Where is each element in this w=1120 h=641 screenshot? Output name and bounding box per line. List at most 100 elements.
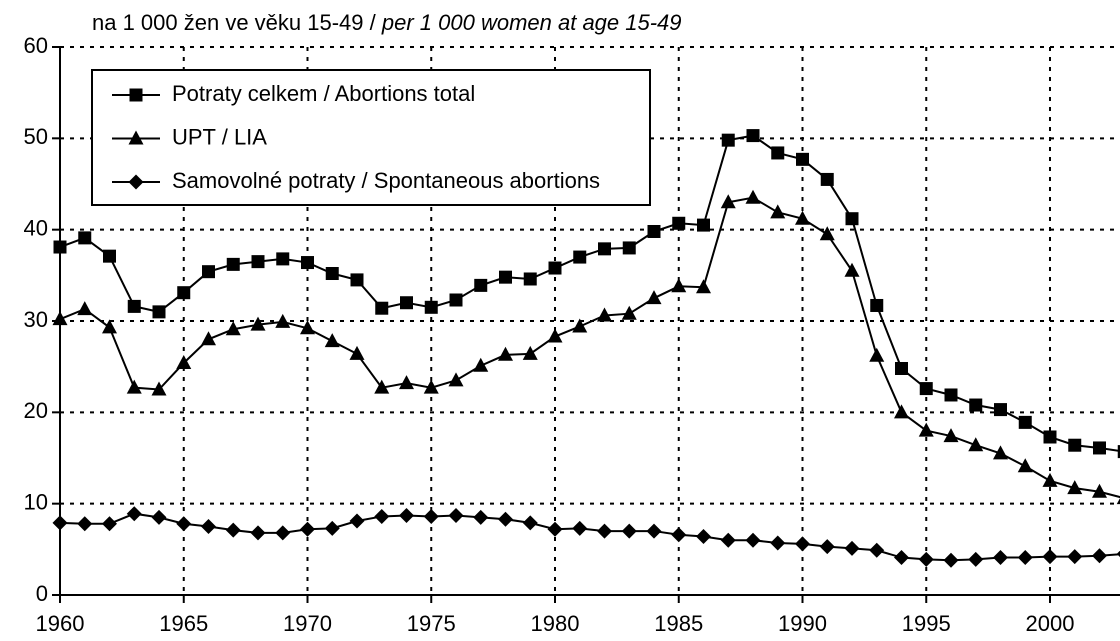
- marker: [819, 539, 835, 555]
- marker: [1018, 415, 1032, 429]
- marker: [300, 521, 315, 537]
- y-tick-label: 60: [24, 33, 48, 58]
- marker: [547, 521, 563, 537]
- marker: [350, 273, 364, 287]
- marker: [448, 508, 464, 524]
- marker: [746, 129, 760, 143]
- y-tick-label: 20: [24, 398, 48, 423]
- marker: [126, 379, 142, 394]
- legend-label: UPT / LIA: [172, 124, 267, 149]
- marker: [721, 133, 735, 147]
- marker: [597, 307, 612, 322]
- marker: [151, 381, 167, 396]
- marker: [869, 542, 885, 558]
- marker: [697, 218, 710, 232]
- x-tick-label: 2000: [1026, 611, 1075, 636]
- x-tick-label: 1985: [654, 611, 703, 636]
- marker: [870, 298, 884, 312]
- marker: [400, 296, 413, 310]
- marker: [745, 532, 761, 548]
- legend-marker: [128, 130, 144, 145]
- marker: [522, 345, 538, 360]
- marker: [52, 311, 68, 326]
- marker: [869, 347, 885, 362]
- marker: [225, 321, 241, 336]
- marker: [449, 293, 463, 307]
- marker: [474, 278, 488, 292]
- marker: [1092, 483, 1107, 498]
- marker: [548, 261, 562, 275]
- marker: [225, 522, 241, 538]
- marker: [572, 318, 588, 333]
- marker: [1017, 458, 1033, 473]
- marker: [374, 508, 390, 524]
- x-tick-label: 1960: [36, 611, 85, 636]
- marker: [374, 379, 390, 394]
- marker: [226, 257, 240, 271]
- marker: [944, 388, 958, 402]
- marker: [572, 520, 588, 536]
- marker: [1116, 550, 1120, 558]
- marker: [201, 519, 216, 534]
- marker: [672, 216, 686, 230]
- marker: [300, 320, 315, 335]
- marker: [176, 516, 192, 532]
- marker: [498, 511, 513, 527]
- marker: [918, 422, 934, 437]
- marker: [795, 210, 810, 225]
- marker: [894, 404, 909, 419]
- marker: [647, 224, 661, 238]
- x-tick-label: 1980: [531, 611, 580, 636]
- marker: [522, 515, 538, 531]
- marker: [1067, 549, 1083, 565]
- marker: [1092, 548, 1107, 564]
- marker: [77, 301, 93, 316]
- marker: [771, 146, 785, 160]
- marker: [696, 529, 711, 545]
- x-tick-label: 1970: [283, 611, 332, 636]
- legend-label: Samovolné potraty / Spontaneous abortion…: [172, 168, 600, 193]
- marker: [598, 242, 611, 256]
- marker: [1042, 472, 1058, 487]
- marker: [473, 509, 489, 525]
- y-tick-label: 40: [24, 215, 48, 240]
- marker: [943, 428, 959, 443]
- marker: [770, 535, 786, 551]
- marker: [1042, 549, 1058, 565]
- marker: [943, 552, 959, 568]
- series-line: [59, 196, 1120, 499]
- marker: [622, 241, 636, 255]
- legend-marker: [129, 88, 143, 102]
- marker: [324, 520, 340, 536]
- marker: [126, 506, 142, 522]
- marker: [994, 403, 1007, 417]
- marker: [177, 286, 191, 300]
- marker: [918, 551, 934, 567]
- marker: [152, 305, 166, 319]
- marker: [202, 265, 215, 279]
- marker: [968, 437, 984, 452]
- marker: [968, 551, 984, 567]
- marker: [276, 252, 290, 266]
- y-axis-label-cz: na 1 000 žen ve věku 15-49 /: [92, 10, 382, 35]
- marker: [77, 516, 93, 532]
- x-tick-label: 1995: [902, 611, 951, 636]
- marker: [597, 523, 612, 539]
- marker: [250, 316, 266, 331]
- marker: [78, 231, 92, 245]
- y-tick-label: 50: [24, 124, 48, 149]
- marker: [102, 319, 117, 334]
- marker: [1116, 498, 1120, 505]
- marker: [448, 372, 464, 387]
- marker: [969, 398, 983, 412]
- x-tick-label: 1975: [407, 611, 456, 636]
- marker: [349, 345, 365, 360]
- marker: [250, 525, 266, 541]
- marker: [919, 382, 933, 396]
- marker: [819, 226, 835, 241]
- y-axis-label-en: per 1 000 women at age 15-49: [381, 10, 682, 35]
- marker: [1093, 441, 1106, 455]
- marker: [499, 270, 512, 284]
- marker: [375, 301, 389, 315]
